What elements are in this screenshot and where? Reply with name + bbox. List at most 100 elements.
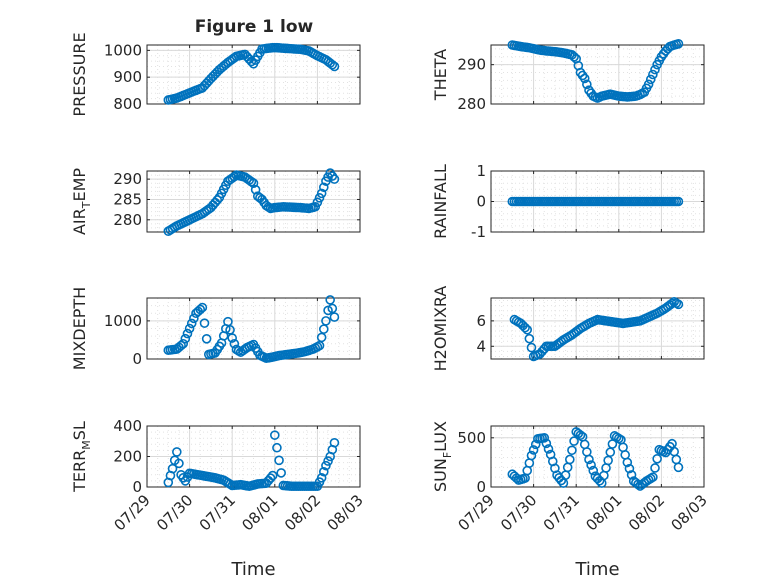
subplot-sun_flux: 07/29 07/30 07/31 08/01 08/02 08/030500SUNFLU… [431,421,711,580]
axes-box [490,425,705,488]
data-point [176,340,186,351]
x-tick-label: 08/02 [625,491,668,534]
data-point [229,338,240,349]
data-point [329,437,340,448]
data-point [227,333,237,343]
y-axis-label: AIRTEMP [70,168,93,235]
data-point [582,79,592,90]
data-point [327,59,338,70]
data-point [186,318,197,329]
y-axis-label: RAINFALL [431,164,450,239]
data-point [624,463,635,474]
data-point [178,338,189,349]
y-tick-label: 290 [113,170,142,188]
y-tick-label: 900 [113,68,142,86]
subplot-h2omixra: 4 6 H2OMIXRA [431,286,705,372]
data-point [248,178,259,188]
data-point [321,316,331,326]
data-point [276,468,286,478]
data-point [329,174,340,184]
data-point [172,447,182,457]
data-point [316,188,327,199]
y-axis-label-main: RAINFALL [431,164,450,239]
y-axis-label-main: MIXDEPTH [70,287,89,370]
subplot-pressure: 800 900 1000 PRESSURE [70,32,361,117]
data-point [323,456,333,466]
x-tick-label: 08/01 [582,491,625,534]
data-point [667,298,677,309]
data-point [318,466,329,477]
y-tick-label: 0 [476,193,486,211]
data-point [246,176,257,187]
x-axis-label: Time [230,559,275,580]
data-point [584,454,594,465]
x-tick-label: 08/02 [281,491,324,534]
data-point [274,455,284,466]
data-point [180,333,191,344]
data-point [645,74,656,85]
y-axis-label-main: THETA [431,49,450,101]
data-point [528,445,539,455]
data-point [272,442,282,453]
data-point [522,324,533,335]
data-point [633,479,643,490]
y-axis-label-main: AIR [70,208,89,235]
data-point [312,197,323,208]
data-point [269,430,280,440]
subplot-mixdepth: 0 1000 MIXDEPTH [70,287,361,370]
y-axis-label-subscript: F [441,452,454,458]
y-tick-label: 0 [132,478,142,496]
data-point [250,184,261,195]
data-point [265,473,276,483]
data-point [541,438,552,449]
x-tick-label: 07/30 [497,491,540,534]
y-axis-label: SUNFLUX [431,421,454,492]
figure-title: Figure 1 low [195,17,314,37]
data-point [329,312,340,322]
y-tick-label: 1000 [104,41,142,59]
data-point [673,39,684,49]
data-point [673,462,684,473]
data-point [314,193,325,203]
y-tick-label: 4 [476,337,486,355]
data-point [195,304,206,315]
y-axis-label: H2OMIXRA [431,286,450,372]
data-point [652,453,662,464]
data-point [648,69,658,80]
data-point [526,342,537,353]
y-axis-label-subscript: M [80,440,93,450]
data-point [197,302,208,313]
data-point [588,465,599,476]
y-tick-label: 200 [113,448,142,466]
y-axis-label-main: PRESSURE [70,32,89,116]
y-tick-label: 800 [113,95,142,113]
x-tick-label: 07/29 [111,491,154,534]
subplot-theta: 280 290 THETA [431,39,705,113]
y-axis-label-main: SUN [431,458,450,492]
data-point [520,322,530,333]
x-tick-label: 07/30 [153,491,196,534]
data-point [321,460,331,471]
y-tick-label: 1000 [104,312,142,330]
data-point [565,454,575,465]
x-tick-label: 08/03 [324,491,367,534]
data-point [622,457,633,468]
y-tick-label: 280 [457,95,486,113]
data-point [182,328,193,339]
data-point [543,444,554,454]
y-axis-label-rest: LUX [431,421,450,452]
y-axis-label-rest: EMP [70,168,89,202]
subplot-air_temp: 280 285 290 AIRTEMP [70,168,361,236]
data-point [575,430,586,440]
y-tick-label: 0 [476,478,486,496]
subplot-rainfall: -1 0 1 RAINFALL [431,162,705,241]
x-axis-label: Time [574,559,619,580]
x-tick-label: 07/31 [196,491,239,534]
y-axis-label: THETA [431,49,450,101]
y-tick-label: 1 [476,162,486,180]
y-tick-label: 6 [476,312,486,330]
data-point [569,51,579,62]
y-axis-label-main: H2OMIXRA [431,286,450,372]
y-axis-label-main: TERR [70,450,89,493]
